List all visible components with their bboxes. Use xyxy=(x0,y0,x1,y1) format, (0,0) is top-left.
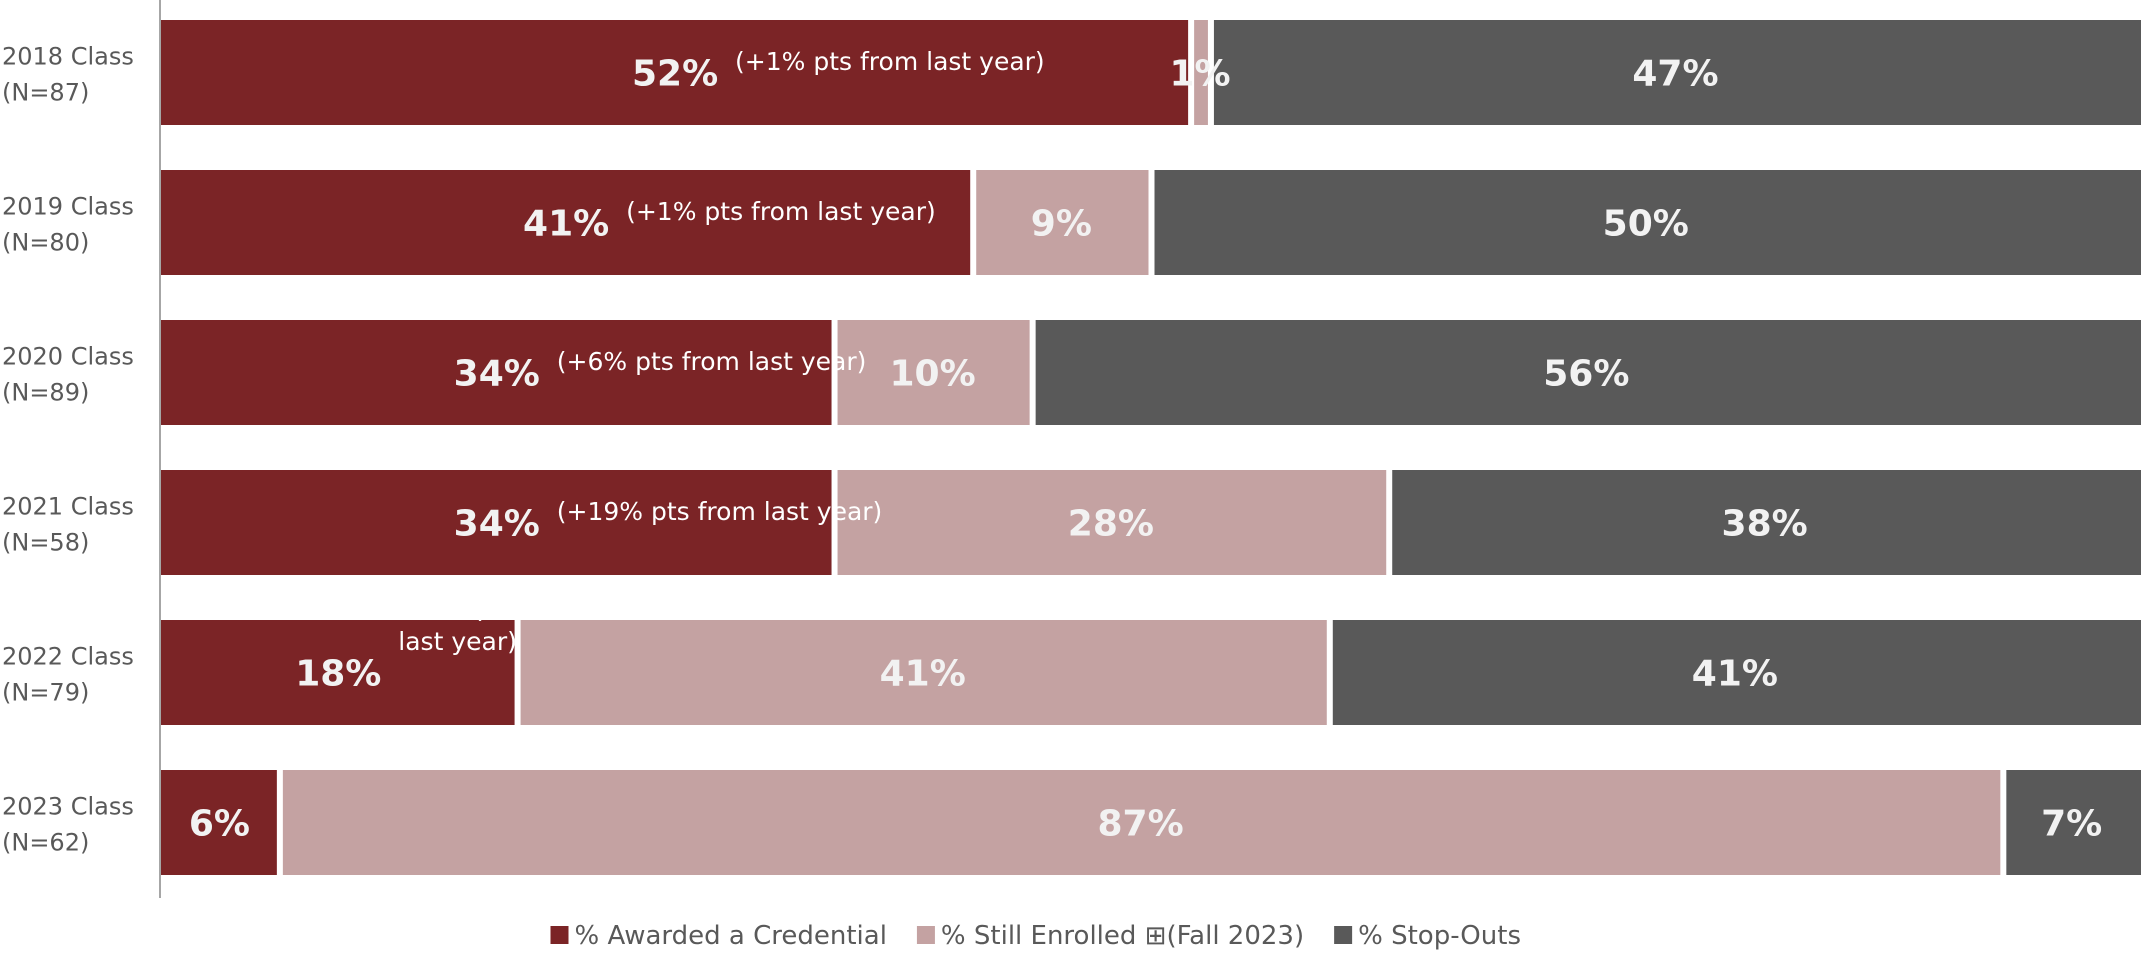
segment-value-label: 7% xyxy=(2041,804,2102,845)
legend-label: % Still Enrolled ⊞(Fall 2023) xyxy=(941,921,1304,951)
legend-label: % Stop-Outs xyxy=(1358,921,1521,951)
bar-segment xyxy=(1190,20,1210,125)
bar-segment xyxy=(160,620,517,725)
annotation-label: (+9% pts from last year) xyxy=(398,593,581,656)
segment-separator xyxy=(831,468,838,575)
bar-segment xyxy=(1209,20,2141,125)
legend-label: % Awarded a Credential xyxy=(575,921,887,951)
annotation-label: (+6% pts from last year) xyxy=(557,347,867,376)
bar-segment xyxy=(833,320,1032,425)
bar-segment xyxy=(833,470,1389,575)
segment-separator xyxy=(276,768,283,875)
bar-segment xyxy=(2002,770,2141,875)
segment-value-label: 41% xyxy=(1692,654,1778,695)
category-labels: 2018 Class (N=87) 2019 Class (N=80) 2020 Cla… xyxy=(2,43,134,857)
segment-value-label: 56% xyxy=(1543,354,1629,395)
category-label: 2018 Class (N=87) xyxy=(2,43,134,107)
bar-segment xyxy=(160,170,973,275)
segment-value-label: 87% xyxy=(1098,804,1184,845)
segment-separator xyxy=(1207,18,1214,125)
category-label: 2019 Class (N=80) xyxy=(2,193,134,257)
segment-value-label: 10% xyxy=(890,354,976,395)
legend-swatch xyxy=(550,926,569,944)
segment-value-label: 28% xyxy=(1068,504,1154,545)
segment-value-label: 18% xyxy=(295,654,381,695)
segment-separator xyxy=(514,618,521,725)
segment-separator xyxy=(2000,768,2007,875)
segment-separator xyxy=(1386,468,1393,575)
bar-segment xyxy=(1150,170,2141,275)
bar-segment xyxy=(160,470,834,575)
bar-segment xyxy=(1328,620,2141,725)
segment-value-label: 41% xyxy=(523,204,609,245)
bar-segment xyxy=(278,770,2003,875)
segment-separator xyxy=(1326,618,1333,725)
segment-value-label: 52% xyxy=(632,54,718,95)
bars-layer: 52% 1% 47% (+1% pts from last year) 41% 9% 50%… xyxy=(160,18,2141,875)
annotation-label: (+1% pts from last year) xyxy=(626,197,936,226)
legend-swatch xyxy=(916,926,935,944)
segment-separator xyxy=(1029,318,1036,425)
legend-swatch xyxy=(1334,926,1353,944)
segment-separator xyxy=(831,318,838,425)
segment-value-label: 50% xyxy=(1603,204,1689,245)
bar-segment xyxy=(160,770,279,875)
category-label: 2023 Class (N=62) xyxy=(2,793,134,857)
segment-value-label: 1% xyxy=(1169,54,1230,95)
segment-value-label: 47% xyxy=(1632,54,1718,95)
annotation-label: (+19% pts from last year) xyxy=(557,497,883,526)
legend: % Awarded a Credential % Still Enrolled ⊞… xyxy=(550,921,1521,951)
bar-segment xyxy=(1388,470,2141,575)
bar-segment xyxy=(1031,320,2141,425)
segment-separator xyxy=(1188,18,1195,125)
category-label: 2022 Class (N=79) xyxy=(2,643,134,707)
segment-value-label: 34% xyxy=(454,354,540,395)
category-label: 2020 Class (N=89) xyxy=(2,343,134,407)
segment-separator xyxy=(1148,168,1155,275)
segment-value-label: 6% xyxy=(189,804,250,845)
segment-value-label: 38% xyxy=(1722,504,1808,545)
segment-value-label: 41% xyxy=(880,654,966,695)
bar-segment xyxy=(516,620,1329,725)
segment-separator xyxy=(970,168,977,275)
bar-segment xyxy=(972,170,1151,275)
segment-value-label: 9% xyxy=(1031,204,1092,245)
bar-segment xyxy=(160,320,834,425)
bar-segment xyxy=(160,20,1191,125)
segment-value-label: 34% xyxy=(454,504,540,545)
annotation-label: (+1% pts from last year) xyxy=(735,47,1045,76)
category-label: 2021 Class (N=58) xyxy=(2,493,134,557)
